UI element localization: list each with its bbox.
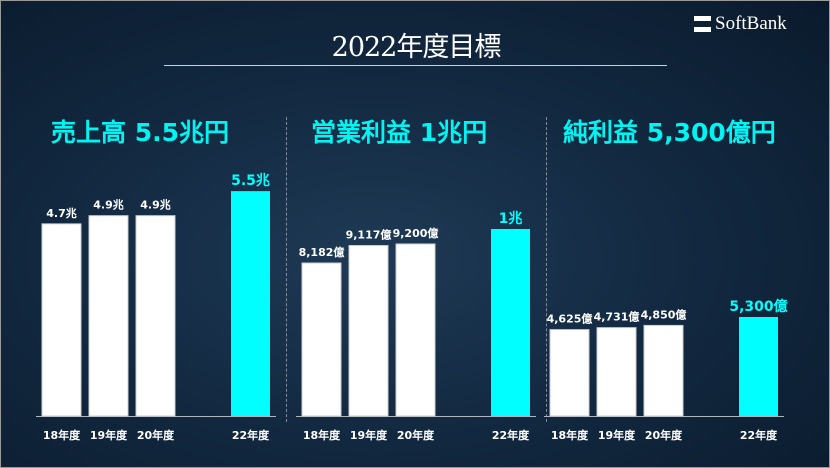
category-label: 22年度 [492,428,530,442]
bar-18年度 [549,329,590,417]
softbank-logo-icon [694,16,711,32]
title-underline [164,65,667,66]
category-label: 18年度 [551,428,589,442]
data-label: 4,625億 [547,312,593,326]
data-label: 4,731億 [594,310,640,324]
bar-20年度 [395,243,436,417]
data-label: 4,850億 [641,307,687,321]
softbank-logo: SoftBank [694,13,787,35]
data-label: 5,300億 [729,298,787,315]
divider [286,117,287,422]
divider [546,117,547,422]
category-label: 19年度 [350,428,388,442]
chart-2-heading: 営業利益 1兆円 [311,118,488,147]
category-label: 19年度 [90,428,128,442]
bar-22年度 [231,191,270,416]
data-label: 8,182億 [299,245,345,259]
category-label: 20年度 [137,428,175,442]
data-label: 4.7兆 [46,206,77,220]
data-label: 1兆 [499,211,523,227]
category-label: 19年度 [598,428,636,442]
category-label: 20年度 [397,428,435,442]
category-label: 22年度 [232,428,270,442]
bar-19年度 [348,245,389,417]
data-label: 9,200億 [393,226,439,240]
bar-20年度 [135,215,176,417]
bar-19年度 [88,215,129,417]
bar-20年度 [643,324,684,417]
slide-title: 2022年度目標 [331,32,502,63]
bar-19年度 [596,327,637,417]
category-label: 20年度 [645,428,683,442]
category-label: 18年度 [43,428,81,442]
data-label: 9,117億 [346,228,392,242]
category-label: 18年度 [303,428,341,442]
chart-3-heading: 純利益 5,300億円 [563,118,776,147]
category-label: 22年度 [740,428,778,442]
data-label: 4.9兆 [140,198,171,212]
bar-18年度 [301,262,342,417]
bar-22年度 [739,316,778,416]
bar-22年度 [491,228,530,416]
chart-1-heading: 売上高 5.5兆円 [51,118,229,147]
data-label: 5.5兆 [231,173,270,189]
bar-18年度 [41,223,82,417]
data-label: 4.9兆 [93,198,124,212]
logo-text: SoftBank [715,13,787,34]
